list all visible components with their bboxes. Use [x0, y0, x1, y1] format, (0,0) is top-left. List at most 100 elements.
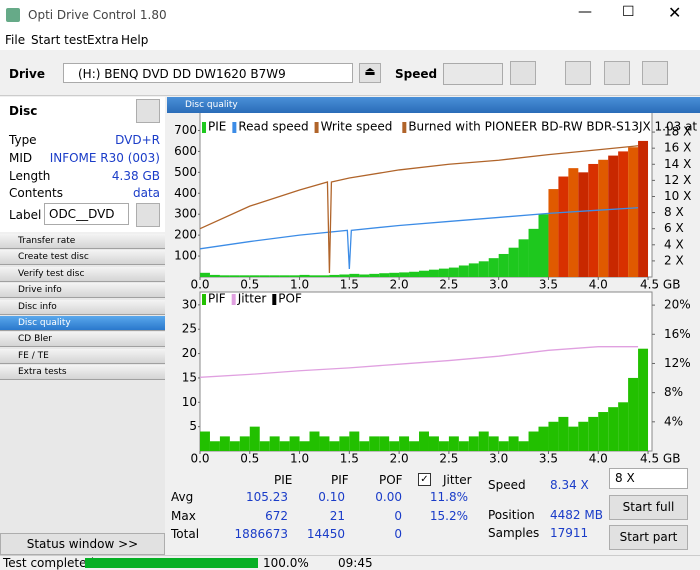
stats-value: 105.23	[246, 490, 288, 504]
stats-header: PIE	[274, 473, 293, 487]
x-tick-label: 1.0	[290, 452, 309, 466]
nav-item[interactable]: FE / TE	[0, 348, 165, 364]
save-button[interactable]	[642, 61, 668, 85]
field-label: MID	[9, 151, 33, 165]
start-full-button[interactable]: Start full	[609, 495, 688, 520]
menu-item[interactable]: Start test	[31, 33, 88, 47]
status-window-button[interactable]: Status window >>	[0, 533, 165, 555]
nav-item[interactable]: Transfer rate	[0, 234, 165, 249]
x-tick-label: 2.5	[439, 278, 458, 292]
bar	[538, 214, 549, 277]
stats-value: 0	[394, 508, 402, 523]
speed-select[interactable]	[443, 63, 503, 85]
bar	[369, 273, 380, 277]
legend-label: Jitter	[237, 292, 267, 306]
stats-rows: Avg 105.23 0.10 0.00 11.8% Max 672 21 0 15.2% Tota…	[167, 465, 468, 553]
menu-item[interactable]: File	[5, 33, 26, 47]
bar	[319, 275, 330, 277]
nav-list: Transfer rate Create test disc Verify test…	[0, 234, 165, 534]
info: Speed 8.34 X Position 4482 MB Samples 17911	[480, 465, 610, 553]
label-label: Label	[9, 208, 42, 222]
stats-value: 11.8%	[429, 490, 468, 504]
bar	[229, 441, 240, 451]
bar	[279, 275, 290, 277]
nav-item[interactable]: CD Bler	[0, 332, 165, 348]
minimize[interactable]: —	[578, 4, 592, 20]
disc-panel: Disc Type DVD+R MID INFOME R30 (003) Len…	[0, 97, 165, 232]
nav-item[interactable]: Drive info	[0, 283, 165, 299]
legend-swatch	[272, 294, 277, 305]
drive-select[interactable]: (H:) BENQ DVD DD DW1620 B7W9	[63, 63, 353, 83]
label-input[interactable]: ODC__DVD	[44, 203, 129, 225]
speed-dropdown[interactable]: 8 X	[609, 468, 688, 489]
jitter-checkbox[interactable]: ✓	[418, 473, 431, 486]
y2-tick-label: 20%	[664, 298, 691, 312]
start-part-button[interactable]: Start part	[609, 525, 688, 550]
eject-button[interactable]: ⏏	[359, 63, 381, 83]
nav-item[interactable]: Disc quality	[0, 316, 165, 331]
line	[199, 346, 639, 378]
copy-button[interactable]	[604, 61, 630, 85]
bar	[419, 270, 429, 277]
nav-item[interactable]: Extra tests	[0, 365, 165, 381]
x-tick-label: 3.0	[489, 452, 508, 466]
close[interactable]: ✕	[668, 3, 682, 22]
bar	[548, 421, 559, 451]
y2-tick-label: 12 X	[664, 173, 691, 187]
bar	[399, 436, 410, 451]
erase-button[interactable]	[565, 61, 591, 85]
label-button[interactable]	[136, 203, 160, 227]
x-tick-label: 0.0	[190, 278, 209, 292]
x-tick-label: 1.5	[340, 452, 359, 466]
bar	[379, 436, 390, 451]
stats-row-label: Avg	[171, 490, 194, 504]
stats-area: PIE PIF POF ✓ Jitter	[167, 465, 700, 553]
title-bar: Opti Drive Control 1.80 — ☐ ✕	[0, 0, 700, 30]
bar	[608, 407, 619, 451]
bar	[488, 258, 499, 277]
legend-note: Burned with PIONEER BD-RW BDR-S13JX 1.03…	[408, 120, 700, 134]
legend-swatch	[402, 122, 407, 133]
bar	[249, 426, 260, 451]
x-tick-label: 2.5	[439, 452, 458, 466]
bar	[428, 269, 439, 277]
y2-tick-label: 10 X	[664, 189, 691, 203]
window-title: Opti Drive Control 1.80	[28, 8, 167, 22]
bar	[578, 421, 589, 451]
bar	[409, 271, 420, 277]
bar	[618, 402, 629, 451]
nav-item[interactable]: Create test disc	[0, 250, 165, 266]
bar	[239, 436, 250, 451]
menu-bar: File Start test Extra Help	[0, 30, 700, 50]
bar	[279, 441, 290, 451]
info-label: Position	[488, 507, 535, 522]
legend-swatch	[202, 122, 206, 133]
bar	[528, 228, 539, 277]
disc-refresh[interactable]	[136, 99, 160, 123]
refresh-button[interactable]	[510, 61, 536, 85]
bar	[478, 431, 489, 451]
info-value: 8.34 X	[550, 478, 589, 492]
bar	[538, 426, 549, 451]
info-value: 17911	[550, 526, 589, 540]
bar	[608, 155, 619, 277]
bar	[259, 441, 270, 451]
bar	[409, 441, 420, 451]
bar	[468, 436, 479, 451]
maximize[interactable]: ☐	[622, 4, 635, 20]
bar	[528, 431, 539, 451]
bar	[598, 159, 609, 277]
nav-item[interactable]: Disc info	[0, 299, 165, 315]
y-tick-label: 300	[174, 207, 197, 221]
bar	[329, 441, 340, 451]
nav-item[interactable]: Verify test disc	[0, 266, 165, 282]
bar	[568, 426, 579, 451]
field-value: 4.38 GB	[111, 169, 160, 183]
bar	[349, 431, 360, 451]
menu-item[interactable]: Extra	[87, 33, 119, 47]
x-tick-label: 3.5	[539, 278, 558, 292]
y2-tick-label: 16 X	[664, 141, 691, 155]
progress-fill	[85, 558, 258, 568]
menu-item[interactable]: Help	[121, 33, 149, 47]
legend-swatch	[314, 122, 319, 133]
